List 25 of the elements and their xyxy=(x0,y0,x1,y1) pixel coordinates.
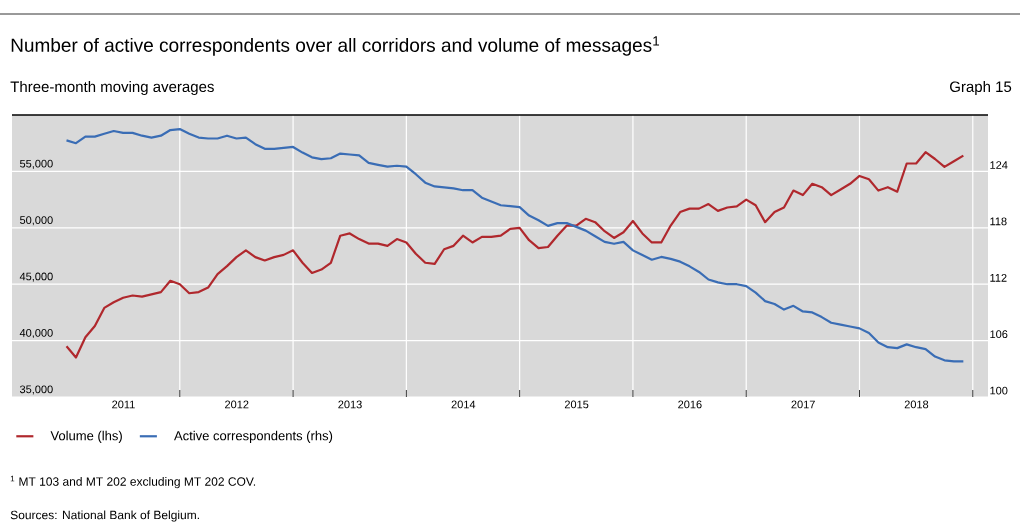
x-tick-label: 2015 xyxy=(564,400,589,409)
y2-tick-label: 118 xyxy=(990,217,1007,226)
x-tick-label: 2017 xyxy=(791,400,815,409)
y-tick-label: 45,000 xyxy=(19,272,53,282)
caption: Graph 15 xyxy=(950,81,1012,95)
source-note: Sources: National Bank of Belgium. xyxy=(10,510,199,522)
legend-label: Volume (lhs) xyxy=(50,430,122,443)
x-tick-label: 2012 xyxy=(225,400,249,409)
y-tick-label: 35,000 xyxy=(19,385,53,395)
text: $^{1}$ MT 103 and MT 202 excluding MT 202 COV. xyxy=(10,475,256,489)
chart-subtitle: Three-month moving averages xyxy=(10,81,214,95)
x-tick-label: 2014 xyxy=(451,400,476,409)
chart-title: Number of active correspondents over all corridors and volume of messages$^{1}$ xyxy=(11,36,660,56)
x-tick-label: 2018 xyxy=(904,400,929,409)
y-tick-label: 55,000 xyxy=(19,159,53,169)
y2-tick-label: 106 xyxy=(990,330,1008,339)
y2-tick-label: 124 xyxy=(990,161,1008,169)
x-tick-label: 2013 xyxy=(338,400,362,409)
x-tick-label: 2011 xyxy=(112,400,135,409)
y2-tick-label: 112 xyxy=(990,274,1007,282)
y-tick-label: 50,000 xyxy=(19,216,53,226)
legend-label: Active correspondents (rhs) xyxy=(174,430,333,443)
y-tick-label: 40,000 xyxy=(19,329,53,339)
x-tick-label: 2016 xyxy=(678,400,702,409)
y2-tick-label: 100 xyxy=(990,386,1008,395)
